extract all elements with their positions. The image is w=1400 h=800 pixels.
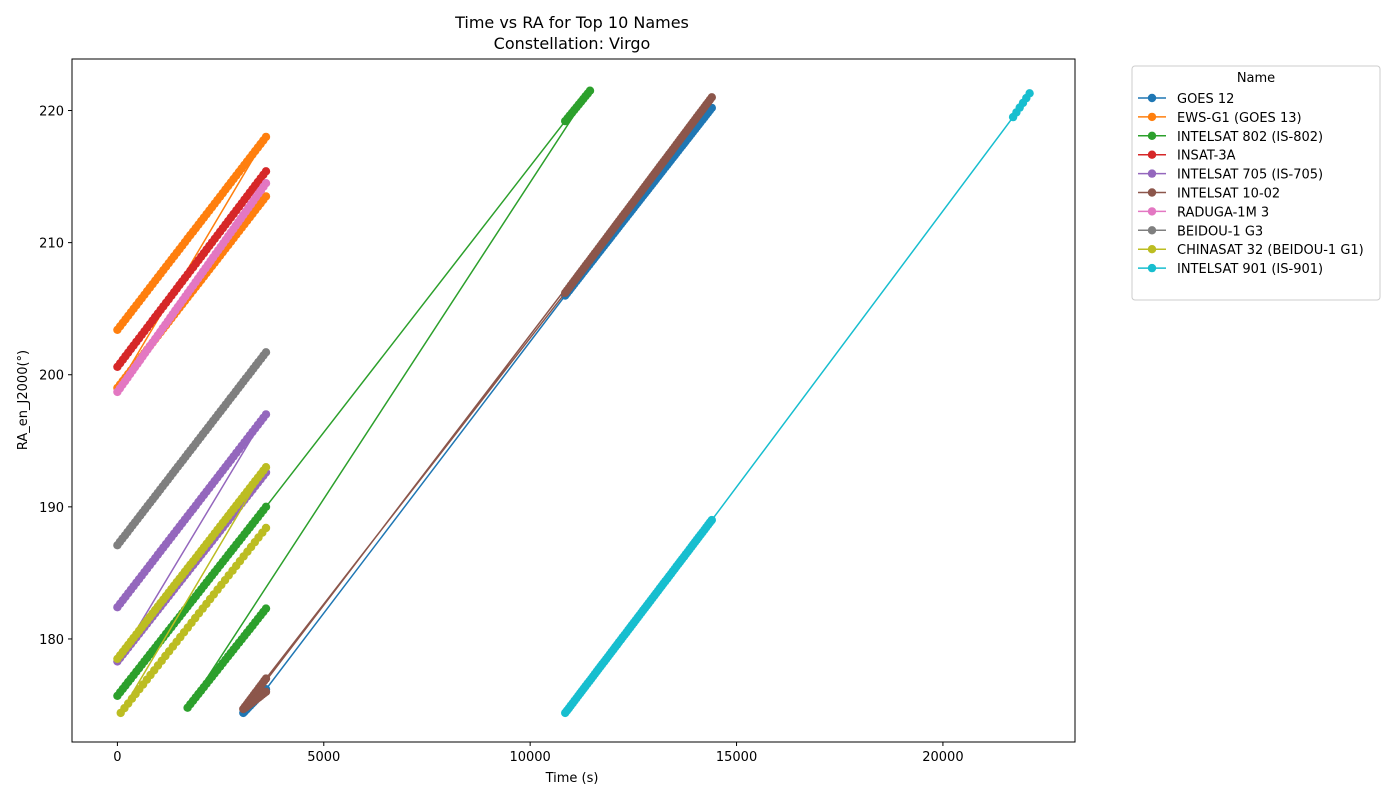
data-point [261,167,271,176]
legend-item: INTELSAT 901 (IS-901) [1138,262,1323,277]
legend-item: GOES 12 [1138,92,1234,107]
legend-title: Name [1237,71,1275,86]
x-tick-label: 20000 [922,750,963,765]
data-point [261,523,271,533]
data-point [707,515,716,525]
x-axis-label: Time (s) [545,771,599,786]
series-5 [239,93,716,714]
legend-item: INTELSAT 705 (IS-705) [1138,168,1323,183]
data-point [261,502,271,511]
series-2 [113,86,595,712]
y-tick-label: 210 [39,237,64,252]
series-1 [113,132,271,393]
x-tick-label: 0 [113,750,121,765]
data-point [261,132,271,142]
legend-item: CHINASAT 32 (BEIDOU-1 G1) [1138,243,1364,258]
data-point [261,463,271,472]
legend-marker [1147,112,1157,122]
legend-label: INTELSAT 10-02 [1177,187,1280,202]
series-0 [239,103,716,718]
series-line [116,136,267,389]
legend-marker [1147,263,1157,273]
data-point [1025,89,1034,98]
series-7 [113,348,271,550]
y-axis-label: RA_en_J2000(°) [16,350,31,450]
legend-marker [1147,131,1157,140]
x-tick-label: 5000 [307,750,340,765]
data-point [261,192,271,201]
series-3 [113,167,271,371]
data-point [261,604,271,613]
legend-item: INTELSAT 10-02 [1138,187,1280,202]
legend: Name GOES 12 EWS-G1 (GOES 13) INTELSAT 802… [1131,65,1381,301]
legend-marker [1147,188,1157,197]
data-point [261,674,271,683]
x-axis: 0 5000 10000 15000 20000 [113,742,964,765]
y-tick-label: 200 [39,369,64,384]
legend-label: BEIDOU-1 G3 [1177,224,1263,239]
plot-area [113,86,1034,718]
legend-marker [1147,93,1157,103]
legend-marker [1147,169,1157,178]
y-axis: 180 190 200 210 220 [39,105,72,648]
data-point [261,179,271,188]
legend-marker [1147,207,1157,216]
data-point [261,687,271,696]
data-point [707,93,716,102]
data-point [585,86,595,95]
legend-item: INTELSAT 802 (IS-802) [1138,130,1323,145]
chart-title: Time vs RA for Top 10 Names [454,13,689,32]
y-tick-label: 220 [39,105,64,120]
x-tick-label: 15000 [716,750,757,765]
chart-subtitle: Constellation: Virgo [494,34,651,53]
y-tick-label: 180 [39,633,64,648]
data-point [261,410,271,419]
legend-label: INTELSAT 705 (IS-705) [1177,168,1323,183]
data-point [261,348,271,357]
series-9 [561,89,1034,718]
legend-marker [1147,226,1157,235]
legend-label: GOES 12 [1177,92,1234,107]
legend-item: BEIDOU-1 G3 [1138,224,1263,239]
legend-label: EWS-G1 (GOES 13) [1177,111,1302,126]
y-tick-label: 190 [39,501,64,516]
legend-marker [1147,245,1157,254]
series-line [116,466,267,714]
legend-marker [1147,150,1157,159]
legend-item: RADUGA-1M 3 [1138,205,1269,220]
legend-item: EWS-G1 (GOES 13) [1138,111,1302,126]
x-tick-label: 10000 [509,750,550,765]
series-line [116,90,591,709]
legend-item: INSAT-3A [1138,149,1236,164]
series-6 [113,179,271,397]
legend-label: CHINASAT 32 (BEIDOU-1 G1) [1177,243,1364,258]
legend-label: INTELSAT 901 (IS-901) [1177,262,1323,277]
series-8 [113,463,271,718]
legend-label: RADUGA-1M 3 [1177,205,1269,220]
legend-label: INTELSAT 802 (IS-802) [1177,130,1323,145]
plot-frame [71,58,1076,743]
legend-label: INSAT-3A [1177,149,1236,164]
legend-frame [1131,65,1381,301]
